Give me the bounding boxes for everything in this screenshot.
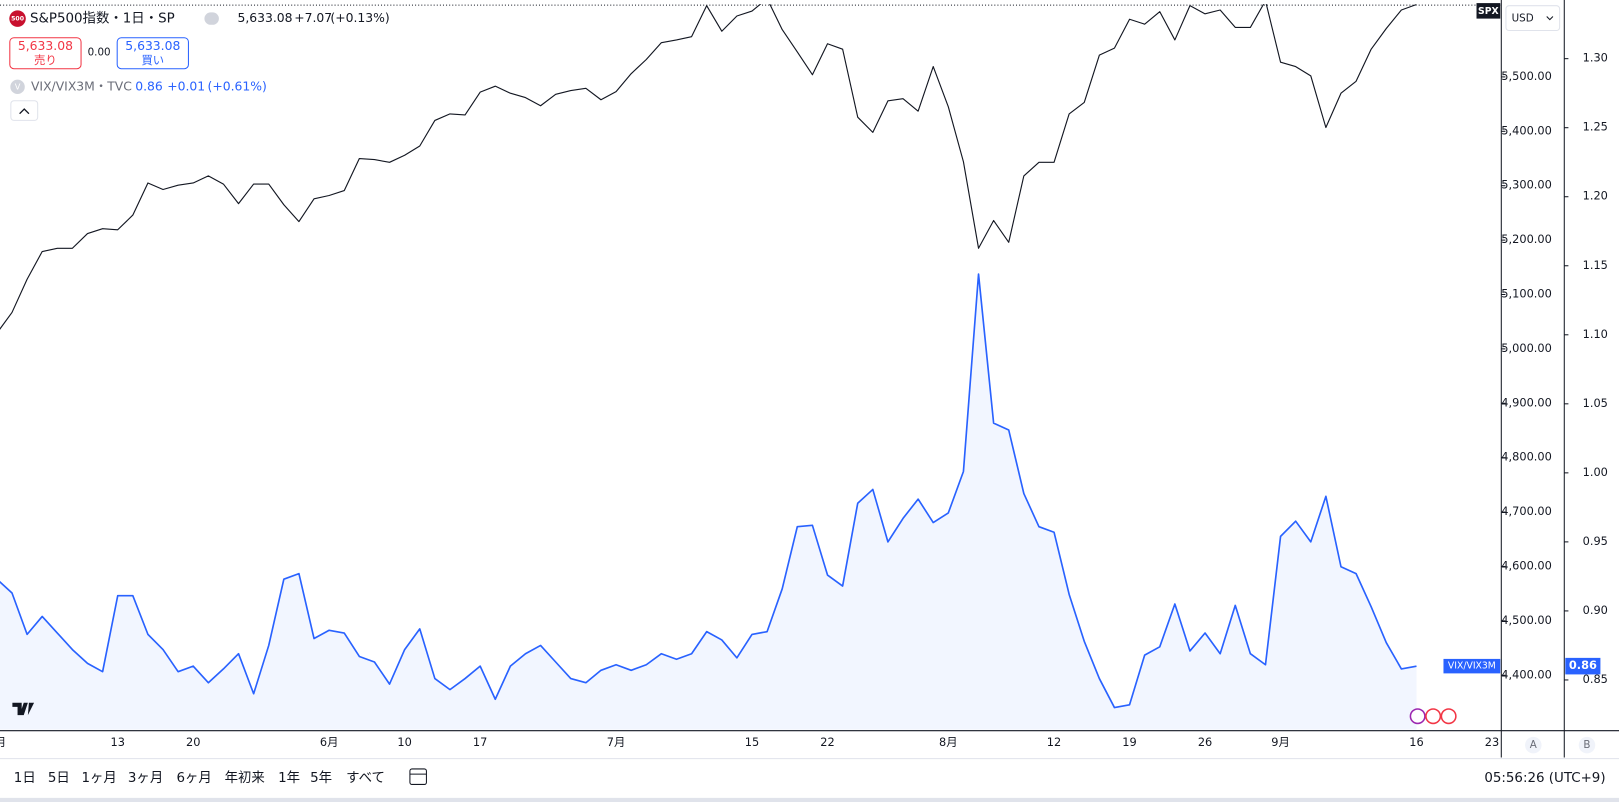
y2-tick-label: 1.30 xyxy=(1583,51,1608,65)
y-tick-label: 4,900.00 xyxy=(1501,395,1552,409)
y-tick-label: 5,000.00 xyxy=(1501,341,1552,355)
range-button[interactable]: 1年 xyxy=(278,770,300,786)
range-button[interactable]: 6ヶ月 xyxy=(176,771,211,786)
y2-tick-label: 1.05 xyxy=(1583,396,1608,410)
date-range-icon[interactable] xyxy=(409,768,427,785)
legend-title[interactable]: S&P500指数・1日・SP xyxy=(30,11,175,27)
buy-label[interactable]: 買い xyxy=(141,53,164,67)
x-tick-label: 12 xyxy=(1047,735,1061,749)
event-icon[interactable] xyxy=(1409,708,1426,725)
spread: 0.00 xyxy=(88,47,111,59)
x-tick-label: 10 xyxy=(397,735,411,749)
series-badge xyxy=(1443,658,1501,674)
x-tick-label: 22 xyxy=(820,735,834,749)
y2-tick-label: 1.15 xyxy=(1583,258,1608,272)
y-tick-label: 5,300.00 xyxy=(1501,178,1552,192)
sell-label[interactable]: 売り xyxy=(34,53,57,67)
legend-change: +0.01 xyxy=(167,78,205,93)
currency[interactable]: USD xyxy=(1512,13,1534,25)
legend-change: +7.07 xyxy=(294,10,332,25)
y2-tick-label: 0.90 xyxy=(1583,603,1608,617)
scale-button-label[interactable]: B xyxy=(1583,739,1590,751)
y-tick-label: 4,600.00 xyxy=(1501,558,1552,572)
symbol-badge xyxy=(1476,3,1501,19)
legend-price: 5,633.08 xyxy=(237,10,292,25)
x-tick-label: 5月 xyxy=(0,735,6,749)
series-line xyxy=(0,273,1417,709)
symbol-icon-text: V xyxy=(15,81,21,91)
bottom-edge xyxy=(0,797,1619,802)
x-tick-label: 16 xyxy=(1409,735,1423,749)
event-icon[interactable] xyxy=(1425,708,1442,725)
y2-tick-label: 0.85 xyxy=(1583,672,1608,686)
y-tick-label: 4,500.00 xyxy=(1501,613,1552,627)
toolbar: 1日 5日 1ヶ月 3ヶ月 6ヶ月 年初来 1年 5年 すべて xyxy=(14,770,385,786)
axes: 4,400.00 4,500.00 4,600.00 4,700.00 4,800.00… xyxy=(0,51,1608,749)
legend-percent: (+0.61%) xyxy=(208,78,267,93)
y2-tick-label: 0.95 xyxy=(1583,534,1608,548)
y2-tick-label: 1.25 xyxy=(1583,120,1608,134)
logo xyxy=(12,702,35,716)
plot-area xyxy=(0,4,1502,730)
collapse-icon xyxy=(19,108,30,115)
series-badge-text: VIX/VIX3M xyxy=(1448,661,1496,672)
y2-tick-label: 1.20 xyxy=(1583,189,1608,203)
symbol-badge-text: SPX xyxy=(1478,6,1499,17)
axis-badge xyxy=(1565,657,1601,675)
currency-select[interactable] xyxy=(1505,5,1561,32)
clock[interactable]: 05:56:26 (UTC+9) xyxy=(1484,771,1605,786)
x-tick-label: 17 xyxy=(473,735,487,749)
scale-button[interactable] xyxy=(1578,736,1596,754)
x-tick-label: 8月 xyxy=(939,735,958,749)
symbol-icon-text: 500 xyxy=(11,16,25,23)
x-tick-label: 26 xyxy=(1198,735,1212,749)
sell-button[interactable] xyxy=(9,37,82,70)
range-button[interactable]: 5年 xyxy=(310,770,332,786)
y2-tick-label: 1.00 xyxy=(1583,465,1608,479)
event-icons xyxy=(1409,708,1457,725)
event-icon[interactable] xyxy=(1440,708,1457,725)
x-tick-label: 6月 xyxy=(320,735,339,749)
x-tick-label: 13 xyxy=(110,735,124,749)
y-tick-label: 5,200.00 xyxy=(1501,232,1552,246)
scale-button-label[interactable]: A xyxy=(1530,739,1537,751)
range-button[interactable]: 3ヶ月 xyxy=(128,771,163,786)
legend-price: 0.86 xyxy=(135,78,163,93)
x-tick-label: 7月 xyxy=(607,735,626,749)
y-tick-label: 4,800.00 xyxy=(1501,450,1552,464)
x-tick-label: 23 xyxy=(1485,735,1499,749)
status-icon xyxy=(204,12,219,25)
range-button[interactable]: 1ヶ月 xyxy=(81,771,116,786)
buy-button[interactable] xyxy=(116,37,189,70)
y-tick-label: 5,500.00 xyxy=(1501,69,1552,83)
x-tick-label: 9月 xyxy=(1271,735,1290,749)
range-button[interactable]: 1日 xyxy=(14,771,36,786)
legend-title[interactable]: VIX/VIX3M・TVC xyxy=(31,78,132,93)
symbol-icon xyxy=(10,79,25,95)
x-tick-label: 19 xyxy=(1122,735,1136,749)
axis-badge-text: 0.86 xyxy=(1569,658,1597,672)
area-fill xyxy=(0,274,1417,730)
legend-percent: (+0.13%) xyxy=(330,10,389,25)
dropdown-icon xyxy=(1546,16,1554,21)
collapse-button[interactable] xyxy=(10,100,39,121)
x-tick-label: 20 xyxy=(186,735,200,749)
range-button[interactable]: 年初来 xyxy=(225,770,265,786)
buy-price[interactable]: 5,633.08 xyxy=(125,38,180,53)
symbol-icon xyxy=(9,10,26,27)
y-tick-label: 5,100.00 xyxy=(1501,286,1552,300)
range-button[interactable]: すべて xyxy=(346,770,385,786)
range-button[interactable]: 5日 xyxy=(48,771,70,786)
x-tick-label: 15 xyxy=(745,735,759,749)
y-tick-label: 4,400.00 xyxy=(1501,667,1552,681)
sell-price[interactable]: 5,633.08 xyxy=(18,38,73,53)
y-tick-label: 4,700.00 xyxy=(1501,504,1552,518)
y-tick-label: 5,400.00 xyxy=(1501,123,1552,137)
scale-button[interactable] xyxy=(1525,736,1542,754)
y2-tick-label: 1.10 xyxy=(1583,327,1608,341)
